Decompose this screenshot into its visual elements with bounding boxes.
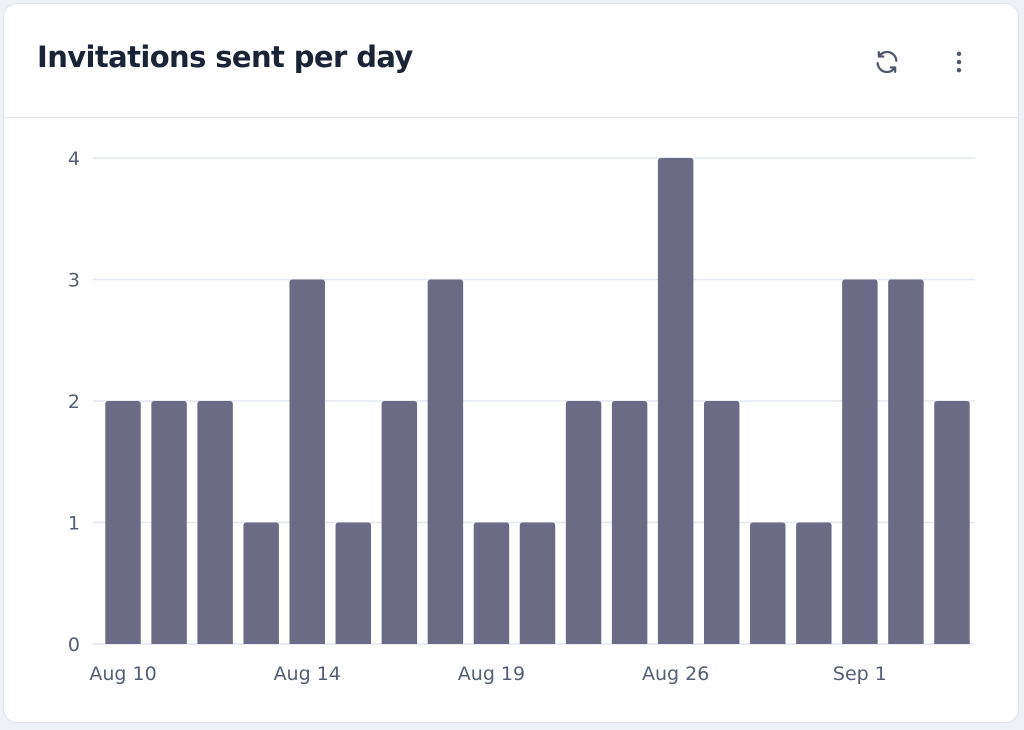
bar-aug-17[interactable]: Aug 17: 3	[427, 279, 464, 645]
x-tick-label: Aug 14	[274, 663, 341, 685]
bar-aug-11[interactable]: Aug 11: 2	[151, 401, 187, 644]
bar-sep-1[interactable]: Sep 1: 3	[842, 279, 878, 645]
bars: Aug 10: 2 Aug 11: 2 Aug 12: 2 Aug 13: 1 Aug …	[105, 158, 970, 645]
bar-aug-10[interactable]: Aug 10: 2	[105, 401, 141, 644]
bar-aug-12[interactable]: Aug 12: 2	[197, 401, 233, 644]
more-options-button[interactable]	[939, 42, 979, 82]
card-header: Invitations sent per day	[4, 4, 1018, 118]
more-vertical-icon	[956, 51, 962, 73]
x-tick-label: Aug 26	[642, 663, 709, 685]
x-tick-label: Aug 10	[89, 663, 156, 685]
card-title: Invitations sent per day	[37, 40, 413, 74]
bar-aug-13[interactable]: Aug 13: 1	[243, 522, 279, 645]
bar-aug-19[interactable]: Aug 19: 1	[473, 522, 510, 645]
bar-aug-16[interactable]: Aug 16: 2	[381, 401, 418, 644]
refresh-icon	[876, 50, 898, 74]
chart-area: 0 1 2 3 4 Aug 10: 2 Aug 11: 2 Aug 12: 2 Aug 13:…	[4, 118, 1018, 722]
x-tick-label: Sep 1	[833, 663, 887, 685]
y-tick-label: 2	[68, 391, 80, 413]
y-axis-ticks: 0 1 2 3 4	[68, 148, 80, 656]
bar-aug-22[interactable]: Aug 22: 2	[611, 401, 648, 644]
y-tick-label: 0	[68, 634, 80, 656]
bar-aug-29[interactable]: Aug 29: 1	[750, 522, 786, 645]
y-tick-label: 4	[68, 148, 80, 170]
bar-aug-21[interactable]: Aug 21: 2	[565, 401, 602, 644]
x-axis-ticks: Aug 10 Aug 14 Aug 19 Aug 26 Sep 1	[89, 663, 886, 685]
refresh-button[interactable]	[867, 42, 907, 82]
chart-card: Invitations sent per day 0 1 2 3 4 Aug 10: 2…	[3, 3, 1019, 723]
bar-aug-14[interactable]: Aug 14: 3	[289, 279, 325, 645]
bar-aug-20[interactable]: Aug 20: 1	[519, 522, 556, 645]
bar-aug-27[interactable]: Aug 27: 2	[703, 401, 740, 644]
bar-aug-15[interactable]: Aug 15: 1	[335, 522, 372, 645]
bar-aug-30[interactable]: Aug 30: 1	[796, 522, 832, 645]
y-tick-label: 1	[68, 513, 80, 535]
bar-sep-2[interactable]: Sep 2: 3	[888, 279, 924, 645]
y-tick-label: 3	[68, 270, 80, 292]
bar-chart: 0 1 2 3 4 Aug 10: 2 Aug 11: 2 Aug 12: 2 Aug 13:…	[68, 148, 975, 685]
bar-sep-3[interactable]: Sep 3: 2	[934, 401, 970, 644]
bar-aug-26[interactable]: Aug 26: 4	[657, 158, 694, 644]
x-tick-label: Aug 19	[458, 663, 525, 685]
